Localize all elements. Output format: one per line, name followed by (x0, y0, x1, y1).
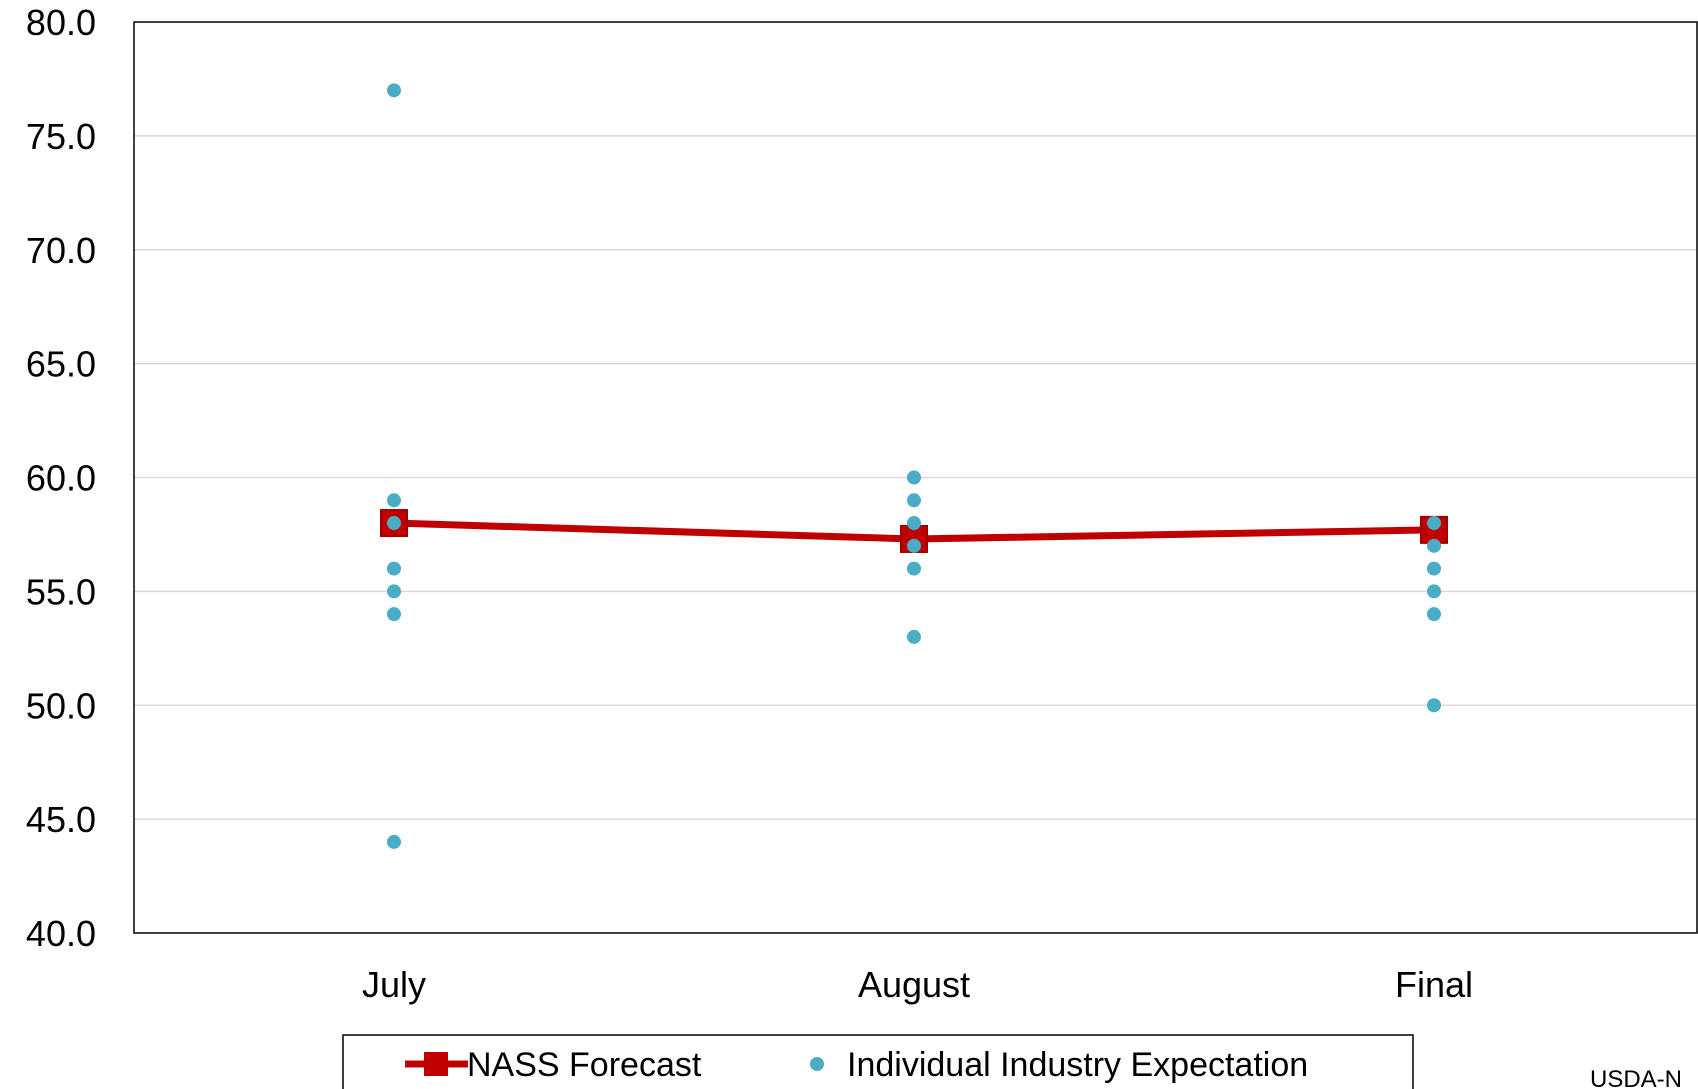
industry-expectation-point (907, 516, 921, 531)
x-axis-tick-labels: July August Final (362, 964, 1473, 1005)
industry-expectation-point (387, 516, 401, 531)
legend-nass-label: NASS Forecast (467, 1046, 702, 1084)
legend-industry-marker-icon (810, 1057, 824, 1071)
x-tick-label: Final (1395, 964, 1473, 1005)
y-tick-label: 75.0 (26, 116, 96, 157)
industry-expectation-point (387, 83, 401, 98)
plot-area-frame (133, 21, 1698, 934)
y-tick-label: 45.0 (26, 799, 96, 840)
legend-industry-label: Individual Industry Expectation (847, 1046, 1308, 1084)
industry-expectation-point (1427, 607, 1441, 622)
y-tick-label: 60.0 (26, 458, 96, 499)
y-axis-tick-labels: 40.0 45.0 50.0 55.0 60.0 65.0 70.0 75.0 80.0 (26, 2, 96, 954)
industry-expectation-point (907, 561, 921, 576)
legend-nass-marker-icon (405, 1052, 468, 1076)
industry-expectation-point (387, 493, 401, 508)
industry-expectation-point (387, 834, 401, 849)
industry-expectation-point (387, 584, 401, 599)
legend-box (342, 1034, 1414, 1089)
nass-forecast-point (380, 509, 408, 538)
y-tick-label: 65.0 (26, 344, 96, 385)
industry-expectation-series (387, 83, 1441, 849)
industry-expectation-point (1427, 516, 1441, 531)
industry-expectation-point (907, 538, 921, 553)
industry-expectation-point (1427, 538, 1441, 553)
industry-expectation-point (1427, 584, 1441, 599)
legend-nass-square (424, 1052, 448, 1076)
y-tick-label: 55.0 (26, 571, 96, 612)
industry-expectation-point (1427, 698, 1441, 713)
source-note: USDA-N (1590, 1066, 1682, 1089)
industry-expectation-point (387, 561, 401, 576)
industry-expectation-point (907, 629, 921, 644)
legend: NASS Forecast Individual Industry Expect… (342, 1034, 1414, 1089)
industry-expectation-point (907, 470, 921, 485)
x-tick-label: July (362, 964, 426, 1005)
industry-expectation-point (387, 607, 401, 622)
y-tick-label: 40.0 (26, 913, 96, 954)
industry-expectation-point (1427, 561, 1441, 576)
y-tick-label: 50.0 (26, 685, 96, 726)
industry-expectation-point (907, 493, 921, 508)
y-tick-label: 80.0 (26, 2, 96, 43)
x-tick-label: August (858, 964, 970, 1005)
y-tick-label: 70.0 (26, 230, 96, 271)
